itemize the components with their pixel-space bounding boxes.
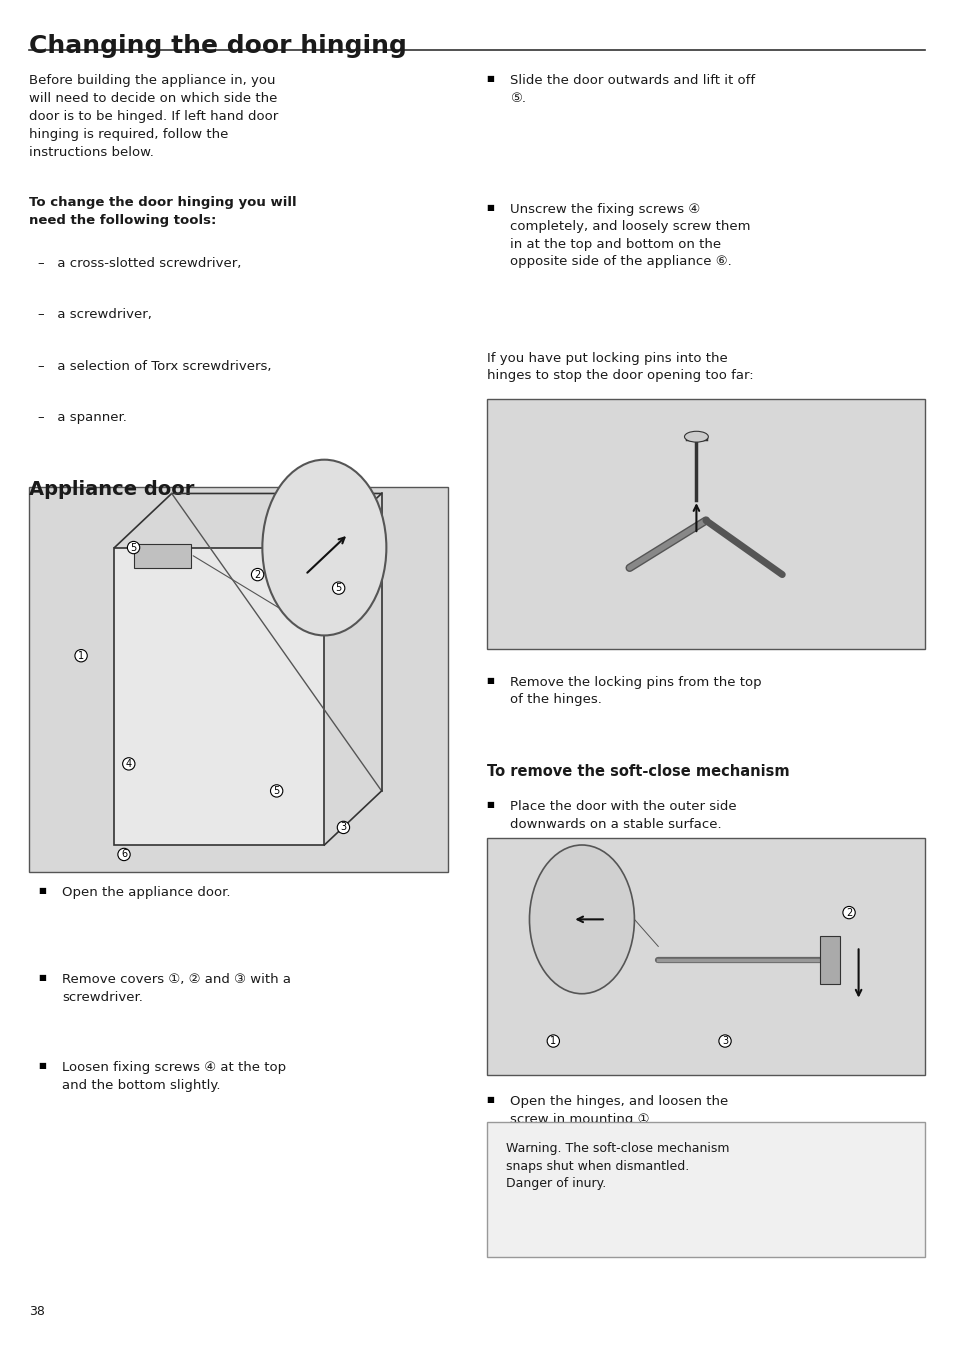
Text: 38: 38 xyxy=(29,1305,45,1318)
Circle shape xyxy=(529,845,634,994)
Text: Remove the locking pins from the top
of the hinges.: Remove the locking pins from the top of … xyxy=(510,676,761,707)
Text: Changing the door hinging: Changing the door hinging xyxy=(29,34,406,58)
Text: ■: ■ xyxy=(486,1095,494,1105)
Text: –   a cross-slotted screwdriver,: – a cross-slotted screwdriver, xyxy=(38,257,241,270)
Text: Slide the door outwards and lift it off
⑤.: Slide the door outwards and lift it off … xyxy=(510,74,755,105)
Text: Place the door with the outer side
downwards on a stable surface.: Place the door with the outer side downw… xyxy=(510,800,737,831)
Text: 1: 1 xyxy=(550,1036,556,1046)
Text: 6: 6 xyxy=(121,849,127,860)
Text: Warning. The soft-close mechanism
snaps shut when dismantled.
Danger of inury.: Warning. The soft-close mechanism snaps … xyxy=(505,1142,728,1191)
Text: If you have put locking pins into the
hinges to stop the door opening too far:: If you have put locking pins into the hi… xyxy=(486,352,752,383)
Text: –   a screwdriver,: – a screwdriver, xyxy=(38,308,152,322)
Text: ■: ■ xyxy=(38,886,46,895)
Ellipse shape xyxy=(683,431,707,442)
Text: –   a spanner.: – a spanner. xyxy=(38,411,127,425)
Text: ■: ■ xyxy=(38,1061,46,1071)
FancyBboxPatch shape xyxy=(486,399,924,649)
Bar xyxy=(820,936,839,984)
Text: Unscrew the fixing screws ④
completely, and loosely screw them
in at the top and: Unscrew the fixing screws ④ completely, … xyxy=(510,203,750,268)
Text: Open the appliance door.: Open the appliance door. xyxy=(62,886,231,899)
Text: ■: ■ xyxy=(486,203,494,212)
Bar xyxy=(114,548,324,845)
Text: 5: 5 xyxy=(335,583,341,594)
Text: Loosen fixing screws ④ at the top
and the bottom slightly.: Loosen fixing screws ④ at the top and th… xyxy=(62,1061,286,1092)
Text: ■: ■ xyxy=(486,74,494,84)
Text: Appliance door: Appliance door xyxy=(29,480,193,499)
Text: 5: 5 xyxy=(131,542,136,553)
Text: Before building the appliance in, you
will need to decide on which side the
door: Before building the appliance in, you wi… xyxy=(29,74,277,160)
Text: Remove covers ①, ② and ③ with a
screwdriver.: Remove covers ①, ② and ③ with a screwdri… xyxy=(62,973,291,1005)
Text: –   a selection of Torx screwdrivers,: – a selection of Torx screwdrivers, xyxy=(38,360,272,373)
Circle shape xyxy=(262,460,386,635)
Text: 2: 2 xyxy=(254,569,260,580)
Text: Open the hinges, and loosen the
screw in mounting ①.: Open the hinges, and loosen the screw in… xyxy=(510,1095,728,1126)
FancyBboxPatch shape xyxy=(29,487,448,872)
Text: 1: 1 xyxy=(78,650,84,661)
Text: 5: 5 xyxy=(274,786,279,796)
Text: ■: ■ xyxy=(486,676,494,685)
Text: 2: 2 xyxy=(845,907,851,918)
Text: ■: ■ xyxy=(38,973,46,983)
Text: ■: ■ xyxy=(486,800,494,810)
Text: 4: 4 xyxy=(126,758,132,769)
Text: 3: 3 xyxy=(340,822,346,833)
Text: To change the door hinging you will
need the following tools:: To change the door hinging you will need… xyxy=(29,196,296,227)
Text: To remove the soft-close mechanism: To remove the soft-close mechanism xyxy=(486,764,788,779)
FancyBboxPatch shape xyxy=(486,838,924,1075)
Text: 3: 3 xyxy=(721,1036,727,1046)
FancyBboxPatch shape xyxy=(486,1122,924,1257)
Bar xyxy=(133,544,191,568)
